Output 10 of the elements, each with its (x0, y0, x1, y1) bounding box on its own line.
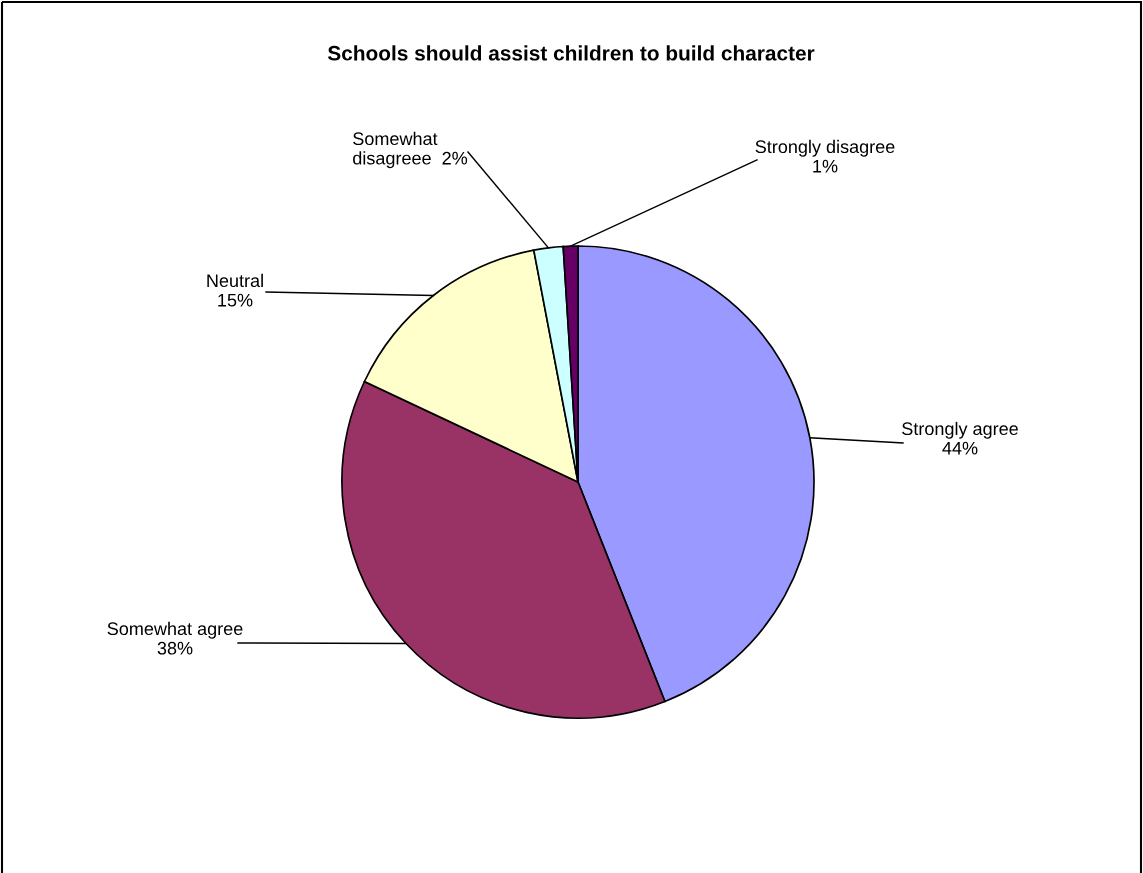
data-label: 38% (157, 641, 193, 655)
data-label: 44% (942, 441, 978, 455)
slice-label: Somewhat disagreee 2% (353, 131, 468, 169)
slice-label: Strongly disagree (755, 139, 895, 157)
slice-label: Somewhat agree (107, 621, 243, 639)
slice-label: Neutral (207, 273, 263, 288)
data-label: 15% (218, 293, 253, 307)
data-label: 1% (813, 159, 838, 173)
chart-title: Schools should assist children to build character (327, 45, 815, 61)
slice-label: Strongly agree (902, 421, 1018, 439)
